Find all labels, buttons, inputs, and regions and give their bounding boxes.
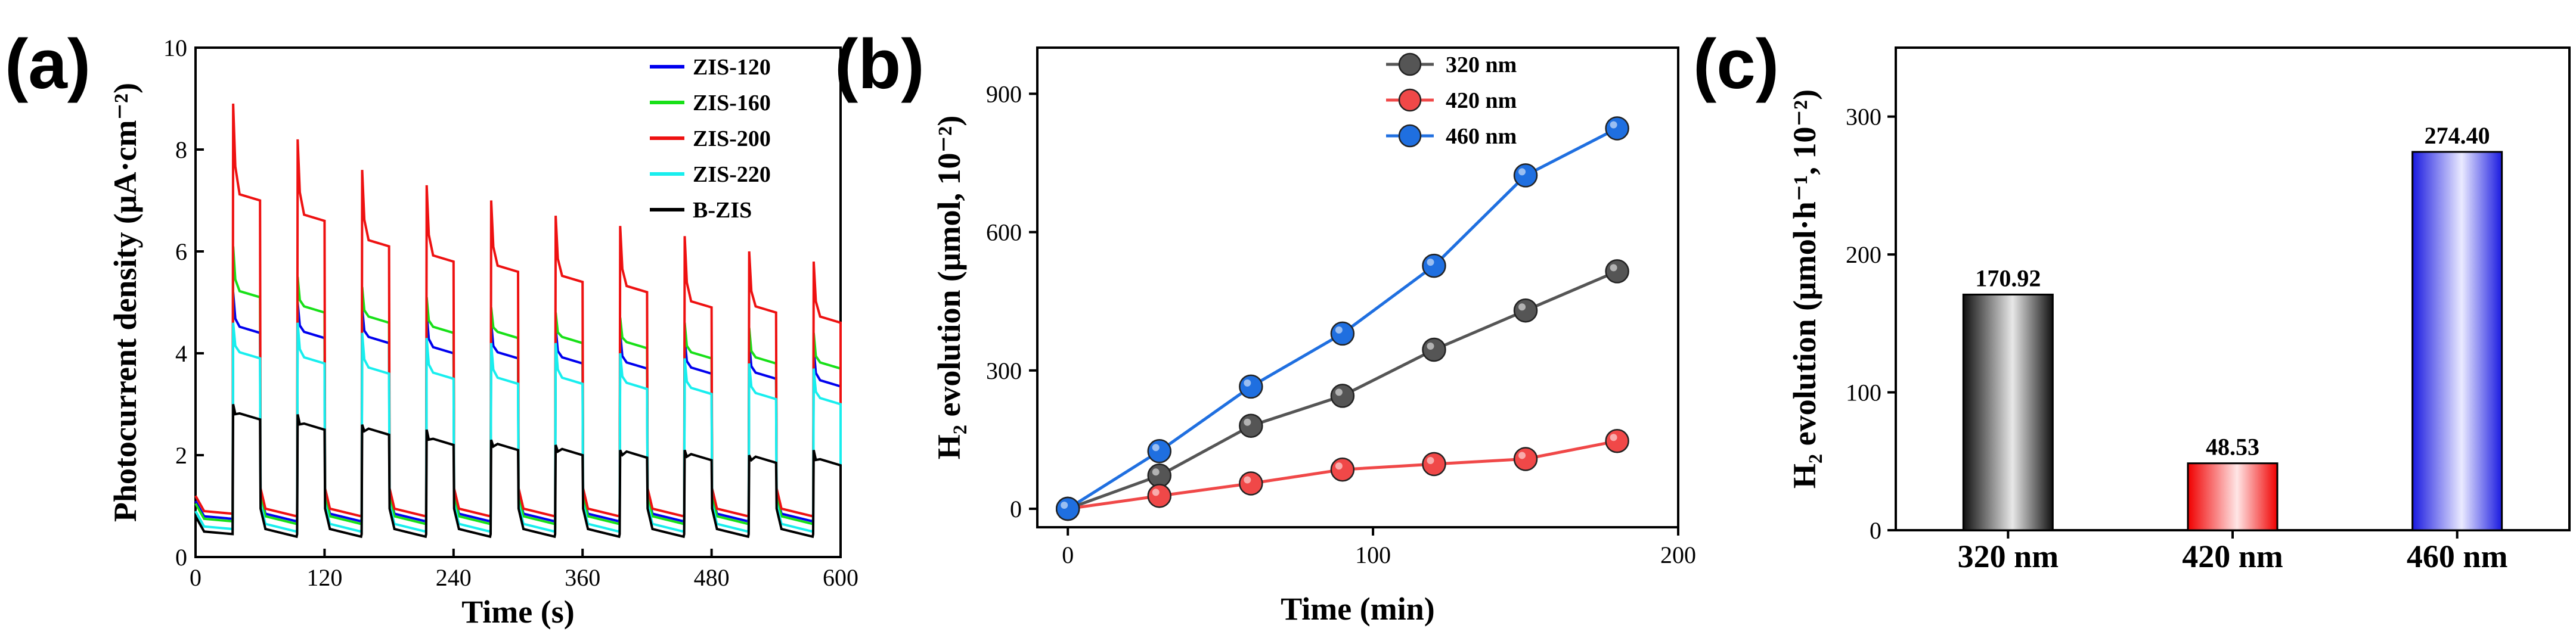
y-tick-label-a: 4 [175,340,187,367]
y-axis-title-a: Photocurrent density (μA·cm⁻²) [107,83,143,522]
data-point-b [1330,321,1355,346]
legend-swatch-marker-b [1398,124,1422,148]
x-tick-label-b: 100 [1355,542,1391,568]
x-axis-title-a: Time (s) [461,594,574,630]
y-tick-label-a: 10 [163,35,187,61]
y-tick-label-c: 300 [1846,104,1881,130]
data-point-highlight-b [1427,342,1434,350]
x-tick-label-b: 0 [1062,542,1074,568]
y-tick-label-a: 0 [175,544,187,571]
legend-label-b: 460 nm [1446,124,1517,149]
y-tick-label-a: 6 [175,238,187,265]
legend-label-a: ZIS-160 [693,91,771,116]
data-point-highlight-b [1244,476,1251,484]
x-tick-label-a: 0 [190,564,202,591]
y-tick-label-c: 200 [1846,241,1881,268]
data-point-b [1605,259,1629,284]
data-point-b [1055,496,1080,521]
data-point-b [1513,447,1538,471]
legend-label-a: ZIS-220 [693,162,771,187]
x-tick-label-a: 600 [823,564,858,591]
y-tick-label-b: 0 [1010,496,1022,522]
data-point-highlight-b [1152,489,1160,496]
data-point-b [1147,439,1172,463]
data-point-highlight-b [1335,388,1343,396]
data-point-highlight-b [1427,259,1434,266]
data-point-b [1239,374,1263,399]
y-tick-label-c: 0 [1870,517,1881,544]
bar-value-label: 48.53 [2206,434,2259,461]
legend-label-a: ZIS-200 [693,126,771,151]
data-point-highlight-b [1152,468,1160,476]
data-point-b [1605,116,1629,141]
x-category-label-c: 320 nm [1958,539,2059,574]
data-point-highlight-b [1335,462,1343,470]
data-point-b [1239,413,1263,438]
data-point-highlight-b [1244,418,1251,426]
data-point-b [1422,452,1446,477]
y-tick-label-b: 300 [986,357,1022,384]
legend-label-a: ZIS-120 [693,55,771,80]
panel-label-a: (a) [5,25,91,104]
plot-frame-b [1036,46,1679,528]
y-tick-label-a: 8 [175,136,187,163]
y-tick-label-a: 2 [175,442,187,469]
y-axis-title-c: H₂ evolution (μmol·h⁻¹, 10⁻²) [1787,89,1822,489]
data-point-highlight-b [1610,264,1617,272]
y-tick-label-b: 900 [986,80,1022,107]
panel-c: (c) 0 100 200 300 170.92 320 nm 48.53 420 nm 274… [1693,25,2571,574]
bar-value-label: 170.92 [1975,265,2041,291]
series-line-b-zis [194,404,842,539]
bar-value-label: 274.40 [2425,122,2490,149]
panel-a: (a) 0 120 240 360 480 600 0 2 4 6 8 10 ZIS-120 ZIS-16… [5,25,858,630]
data-point-highlight-b [1518,168,1526,176]
x-category-label-c: 460 nm [2407,539,2508,574]
data-point-b [1147,463,1172,488]
x-tick-label-a: 480 [694,564,730,591]
legend-label-a: B-ZIS [693,198,752,223]
data-point-b [1422,337,1446,362]
y-tick-label-b: 600 [986,219,1022,246]
data-point-b [1239,471,1263,496]
data-point-highlight-b [1061,502,1068,509]
data-point-highlight-b [1518,303,1526,311]
data-point-b [1330,457,1355,482]
x-category-label-c: 420 nm [2182,539,2283,574]
x-axis-title-b: Time (min) [1281,591,1434,627]
data-point-b [1513,298,1538,323]
data-point-b [1330,384,1355,408]
data-point-highlight-b [1335,326,1343,334]
legend-swatch-marker-b [1398,88,1422,112]
data-point-highlight-b [1244,379,1251,387]
data-point-highlight-b [1610,121,1617,129]
legend-label-b: 420 nm [1446,88,1517,113]
data-point-highlight-b [1610,434,1617,441]
bar-460-nm [2411,151,2503,531]
plot-frame-a [194,46,842,558]
data-point-b [1147,484,1172,508]
data-point-b [1422,253,1446,278]
y-tick-label-c: 100 [1846,379,1881,406]
legend-swatch-marker-b [1398,52,1422,76]
data-point-highlight-b [1152,444,1160,452]
data-point-highlight-b [1518,452,1526,459]
legend-label-b: 320 nm [1446,52,1517,77]
x-tick-label-b: 200 [1660,542,1696,568]
panel-label-b: (b) [835,25,925,104]
data-point-b [1605,429,1629,453]
x-tick-label-a: 360 [565,564,600,591]
panel-label-c: (c) [1693,25,1779,104]
bar-320-nm [1962,293,2054,531]
data-point-highlight-b [1427,456,1434,464]
x-tick-label-a: 240 [436,564,472,591]
x-tick-label-a: 120 [306,564,342,591]
data-point-b [1513,163,1538,188]
y-axis-title-b: H₂ evolution (μmol, 10⁻²) [931,116,967,459]
bar-420-nm [2187,462,2279,531]
